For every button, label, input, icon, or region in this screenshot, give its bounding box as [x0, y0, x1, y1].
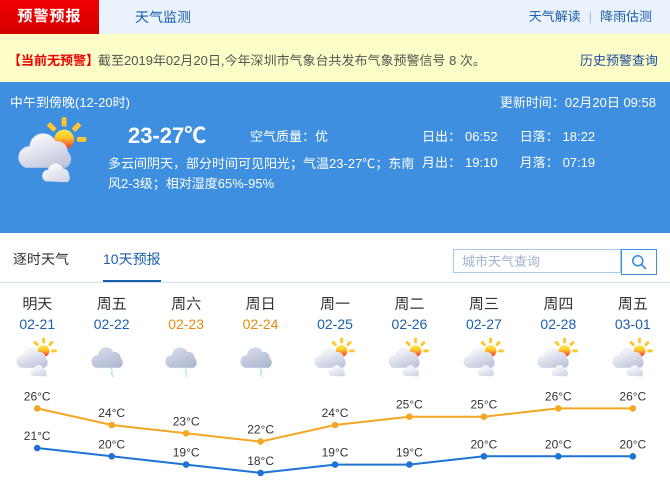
svg-text:26°C: 26°C	[24, 389, 51, 403]
svg-text:21°C: 21°C	[24, 429, 51, 443]
svg-text:26°C: 26°C	[545, 389, 572, 403]
svg-text:25°C: 25°C	[470, 398, 497, 412]
svg-text:19°C: 19°C	[396, 446, 423, 460]
svg-text:20°C: 20°C	[98, 437, 125, 451]
svg-text:20°C: 20°C	[619, 437, 646, 451]
svg-text:19°C: 19°C	[173, 446, 200, 460]
svg-text:24°C: 24°C	[322, 406, 349, 420]
svg-text:24°C: 24°C	[98, 406, 125, 420]
svg-text:25°C: 25°C	[396, 398, 423, 412]
svg-text:20°C: 20°C	[545, 437, 572, 451]
svg-text:23°C: 23°C	[173, 414, 200, 428]
svg-text:18°C: 18°C	[247, 454, 274, 468]
svg-text:19°C: 19°C	[322, 446, 349, 460]
svg-text:26°C: 26°C	[619, 389, 646, 403]
svg-text:20°C: 20°C	[470, 437, 497, 451]
svg-text:22°C: 22°C	[247, 423, 274, 437]
